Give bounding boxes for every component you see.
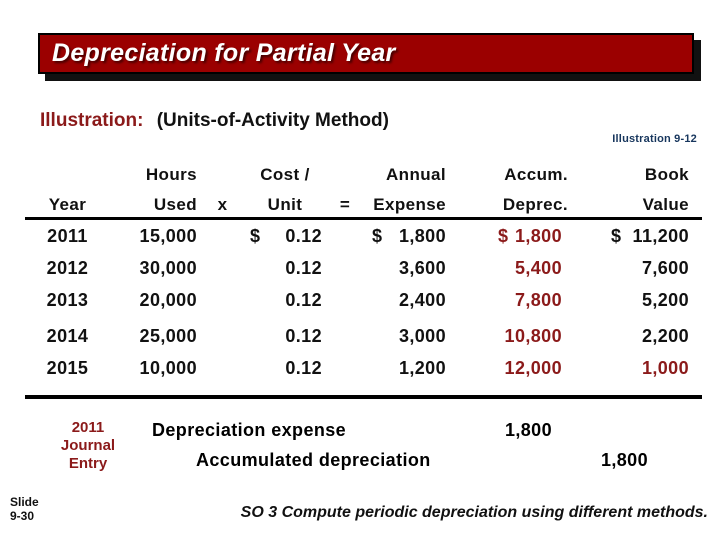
slide-title: Depreciation for Partial Year [52, 39, 396, 67]
header-used: Used [153, 195, 197, 214]
cell-accum-deprec: 10,800 [504, 325, 562, 346]
dollar-sign: $ [498, 225, 509, 246]
depreciation-table: Hours Cost / Annual Accum. Book Year Use… [25, 160, 702, 399]
dollar-sign: $ [250, 225, 261, 246]
cell-year: 2015 [46, 357, 89, 378]
header-equals-sign: = [339, 195, 351, 214]
method-label: (Units-of-Activity Method) [156, 110, 389, 131]
subtitle: Illustration: (Units-of-Activity Method) [40, 110, 389, 132]
table-row-2014: 2014 25,000 0.12 3,000 10,800 2,200 [25, 320, 702, 352]
cell-hours: 15,000 [139, 225, 197, 246]
cell-annual-expense: $1,800 [372, 225, 446, 246]
debit-amount: 1,800 [504, 420, 552, 440]
dollar-sign: $ [372, 225, 383, 246]
journal-debit-line: Depreciation expense 1,800 [152, 420, 552, 441]
table-header-row-1: Hours Cost / Annual Accum. Book [25, 160, 702, 185]
cell-accum-deprec: $1,800 [498, 225, 562, 246]
header-multiply-sign: x [217, 195, 228, 214]
header-hours: Hours [145, 165, 197, 184]
cell-year: 2011 [47, 225, 88, 246]
header-unit: Unit [267, 195, 303, 214]
table-bottom-rule [25, 395, 702, 399]
header-year: Year [48, 195, 87, 214]
cell-year: 2014 [46, 325, 89, 346]
header-expense: Expense [373, 195, 446, 214]
header-deprec: Deprec. [502, 195, 568, 214]
header-accum: Accum. [504, 165, 568, 184]
table-header-row-2: Year Used x Unit = Expense Deprec. Value [25, 185, 702, 220]
cell-year: 2013 [46, 289, 89, 310]
header-annual: Annual [385, 165, 446, 184]
debit-account: Depreciation expense [152, 420, 347, 440]
cell-hours: 25,000 [139, 325, 197, 346]
journal-entry-label: 2011 Journal Entry [60, 419, 116, 472]
header-book: Book [644, 165, 689, 184]
cell-year: 2012 [46, 257, 89, 278]
table-row-2013: 2013 20,000 0.12 2,400 7,800 5,200 [25, 284, 702, 316]
cell-hours: 30,000 [139, 257, 197, 278]
cell-book-value: $11,200 [611, 225, 689, 246]
cell-book-value: 7,600 [641, 257, 689, 278]
table-row-2012: 2012 30,000 0.12 3,600 5,400 7,600 [25, 252, 702, 284]
study-objective-text: SO 3 Compute periodic depreciation using… [240, 504, 708, 521]
cell-cost-unit: 0.12 [285, 257, 322, 278]
cell-accum-deprec: 7,800 [514, 289, 562, 310]
cell-accum-deprec: 12,000 [504, 357, 562, 378]
cell-annual-expense: 3,000 [398, 325, 446, 346]
cell-cost-unit: $0.12 [250, 225, 322, 246]
slide-number: Slide 9-30 [10, 495, 39, 523]
cell-book-value: 2,200 [641, 325, 689, 346]
cell-book-value: 5,200 [641, 289, 689, 310]
cell-annual-expense: 2,400 [398, 289, 446, 310]
cell-annual-expense: 3,600 [398, 257, 446, 278]
cell-annual-expense: 1,200 [398, 357, 446, 378]
journal-credit-line: Accumulated depreciation 1,800 [196, 450, 648, 471]
illustration-label: Illustration: [40, 110, 144, 131]
title-bar: Depreciation for Partial Year [38, 33, 694, 74]
credit-amount: 1,800 [600, 450, 648, 470]
cell-cost-unit: 0.12 [285, 325, 322, 346]
dollar-sign: $ [611, 225, 622, 246]
cell-cost-unit: 0.12 [285, 357, 322, 378]
cell-book-value: 1,000 [641, 357, 689, 378]
credit-account: Accumulated depreciation [196, 450, 431, 470]
header-cost: Cost / [260, 165, 310, 184]
table-row-2011: 2011 15,000 $0.12 $1,800 $1,800 $11,200 [25, 220, 702, 252]
cell-cost-unit: 0.12 [285, 289, 322, 310]
cell-hours: 10,000 [139, 357, 197, 378]
illustration-reference: Illustration 9-12 [612, 133, 697, 145]
header-value: Value [642, 195, 689, 214]
table-row-2015: 2015 10,000 0.12 1,200 12,000 1,000 [25, 352, 702, 384]
cell-hours: 20,000 [139, 289, 197, 310]
cell-accum-deprec: 5,400 [514, 257, 562, 278]
